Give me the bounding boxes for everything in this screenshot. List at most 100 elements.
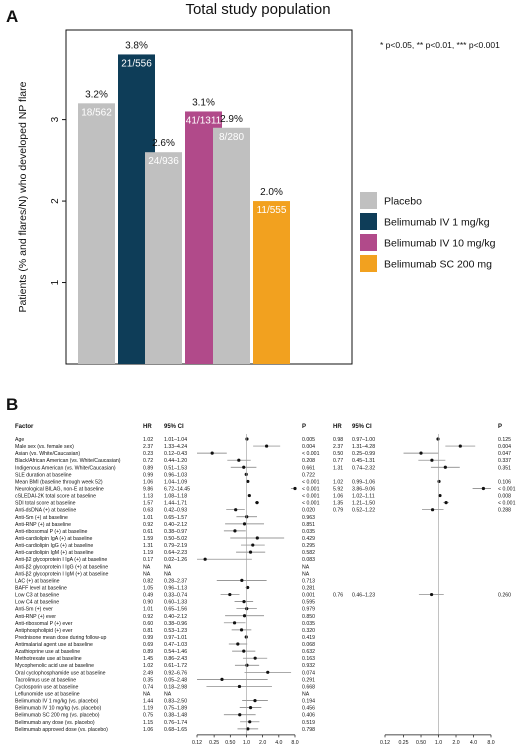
header-ci: 95% CI [164,424,184,430]
factor-label: Anti-cardiolipin IgA (+) at baseline [15,536,93,542]
hr-value: 1.05 [143,585,153,591]
p-value: < 0.001 [302,501,320,507]
hr-point-left [248,720,252,724]
bar-percent-label: 3.2% [85,89,108,100]
p-adjusted-value: 0.008 [498,494,511,500]
factor-label: Belimumab any dose (vs. placebo) [15,720,95,726]
hr-value: 0.72 [143,458,153,464]
p-adjusted-value: 0.288 [498,508,511,514]
legend-entry: Belimumab SC 200 mg [384,259,492,271]
factor-label: Age [15,437,24,443]
legend-swatch [360,213,377,230]
ci-value: 0.38–0.96 [164,621,187,627]
factor-label: Low C4 at baseline [15,600,59,606]
legend: Placebo Belimumab IV 1 mg/kg Belimumab IV … [360,192,496,272]
ci-value: 0.51–1.53 [164,465,187,471]
hr-value: 1.59 [143,536,153,542]
ci-value: 0.44–1.20 [164,458,187,464]
p-value: 0.850 [302,614,315,620]
factor-label: Anti-ribosomal P (+) at baseline [15,529,88,535]
ci-value: 0.65–1.57 [164,515,187,521]
ci-value: 0.79–2.19 [164,543,187,549]
ci-value: 0.50–5.02 [164,536,187,542]
hr-value: 9.86 [143,486,153,492]
ci-value: 0.12–0.43 [164,451,187,457]
hr-value: 1.02 [143,437,153,443]
hr-value: 0.35 [143,677,153,683]
factor-label: Low C3 at baseline [15,593,59,599]
hr-value: 0.23 [143,451,153,457]
hr-adjusted-value: 1.02 [333,479,343,485]
p-value: < 0.001 [302,479,320,485]
hr-value: 1.15 [143,720,153,726]
hr-point-left [203,557,207,561]
hr-value: 0.89 [143,649,153,655]
p-value: 0.163 [302,656,315,662]
hr-adjusted-value: 1.35 [333,501,343,507]
x-tick-label-left: 0.12 [192,740,202,746]
factor-label: Prednisone mean dose during follow-up [15,635,107,641]
ci-value: 0.05–2.48 [164,677,187,683]
ci-value: 0.47–1.03 [164,642,187,648]
x-tick-label-right: 0.50 [416,740,426,746]
hr-value: 0.61 [143,529,153,535]
hr-point-left [242,465,246,469]
ci-value: 0.96–1.03 [164,472,187,478]
hr-point-right [438,493,442,498]
ci-value: 0.97–1.01 [164,635,187,641]
hr-value: 1.01 [143,515,153,521]
hr-point-right [436,437,440,441]
ci-value: NA [164,564,172,570]
hr-point-left [265,444,269,448]
p-value: 0.851 [302,522,315,528]
factor-label: Cyclosporin use at baseline [15,684,79,690]
y-axis-label: Patients (% and flares/N) who developed … [17,81,29,312]
hr-point-right [430,458,434,462]
ci-value: 0.60–1.33 [164,600,187,606]
p-value: 0.035 [302,529,315,535]
significance-note: * p<0.05, ** p<0.01, *** p<0.001 [380,40,500,50]
chart-title: Total study population [185,1,330,18]
bar-percent-label: 2.6% [152,138,175,149]
panel-a-letter: A [6,7,18,26]
p-value: 0.083 [302,557,315,563]
ci-value: 1.01–1.04 [164,437,187,443]
hr-point-right [458,444,462,448]
y-tick-label: 2 [50,198,61,204]
hr-point-left [220,677,224,681]
hr-point-left [228,592,232,597]
ci-value: 0.92–6.76 [164,670,187,676]
factor-label: Indigenous American (vs. White/Caucasian… [15,465,116,471]
hr-value: 0.92 [143,614,153,620]
factor-label: Anti-RNP (+) at baseline [15,522,71,528]
hr-adjusted-value: 1.31 [333,465,343,471]
ci-adjusted-value: 0.74–2.32 [352,465,375,471]
hr-value: 0.49 [143,593,153,599]
factor-label: SDI total score at baseline [15,501,76,507]
bar [145,152,182,364]
hr-point-left [242,649,246,653]
hr-point-left [246,727,250,731]
ci-value: 6.72–14.45 [164,486,190,492]
p-value: 0.295 [302,543,315,549]
legend-swatch [360,255,377,272]
ci-adjusted-value: 1.02–1.11 [352,494,375,500]
hr-point-left [238,713,242,717]
factor-label: Anti-Sm (+) at baseline [15,515,68,521]
factor-label: Leflunomide use at baseline [15,692,80,698]
hr-point-left [246,479,250,484]
factor-label: Anti-cardiolipin IgM (+) at baseline [15,550,94,556]
p-value: 0.035 [302,621,315,627]
factor-label: Belimumab SC 200 mg (vs. placebo) [15,713,100,719]
hr-point-right [430,508,435,512]
hr-value: 0.60 [143,621,153,627]
hr-adjusted-value: 0.50 [333,451,343,457]
p-value: 0.005 [302,437,315,443]
bar-count-label: 11/555 [257,205,287,216]
hr-point-left [245,437,249,441]
p-value: 0.595 [302,600,315,606]
panel-b-letter: B [6,395,18,414]
bar-percent-label: 2.9% [220,114,243,125]
ci-value: 0.18–2.98 [164,684,187,690]
hr-point-left [246,585,250,590]
